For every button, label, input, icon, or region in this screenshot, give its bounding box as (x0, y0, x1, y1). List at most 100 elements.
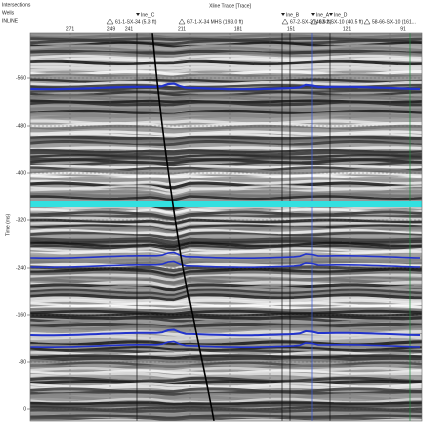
y-tick-label: -160 (16, 312, 26, 318)
x-tick-label: 121 (343, 26, 352, 32)
reflector (30, 394, 422, 402)
x-tick-label: 249 (107, 26, 116, 32)
well-icon (178, 18, 186, 25)
reflector (30, 94, 422, 99)
x-tick-label: 151 (287, 26, 296, 32)
reflector (30, 319, 422, 327)
reflector (30, 403, 422, 408)
reflector (30, 138, 422, 143)
reflector (30, 213, 422, 221)
reflector (30, 140, 422, 147)
seismic-section (30, 33, 422, 421)
reflector (30, 148, 422, 154)
reflector (30, 132, 422, 139)
reflector (30, 124, 422, 132)
reflector (30, 348, 422, 355)
y-tick-label: -320 (16, 217, 26, 223)
reflector (30, 51, 422, 59)
reflector (30, 228, 422, 237)
horizon (30, 328, 421, 337)
reflector (30, 307, 422, 312)
reflector (30, 382, 422, 388)
reflector (30, 296, 422, 304)
well-path (151, 33, 215, 421)
reflector (30, 411, 422, 417)
reflector (30, 78, 422, 84)
reflector (30, 376, 422, 383)
y-tick-label: -560 (16, 75, 26, 81)
horizon (30, 260, 421, 268)
reflector (30, 314, 422, 320)
reflector (30, 218, 422, 226)
well-label: 67-2-SX-3 (40.9 ft) (290, 19, 332, 25)
reflector (30, 312, 422, 317)
reflector (30, 103, 422, 111)
reflector (30, 401, 422, 406)
reflector (30, 99, 422, 104)
y-tick-label: -400 (16, 170, 26, 176)
reflector (30, 171, 422, 178)
reflector (30, 418, 422, 421)
x-tick-label: 211 (178, 26, 186, 32)
reflector (30, 237, 422, 244)
reflector (30, 304, 422, 311)
reflector (30, 241, 422, 249)
reflector (30, 216, 422, 224)
x-tick-label: 241 (125, 26, 134, 32)
well-label: 61-1-SX-34 (5.3 ft) (115, 19, 157, 25)
reflector (30, 366, 422, 373)
reflector (30, 67, 422, 74)
reflector (30, 130, 422, 137)
reflector (30, 59, 422, 66)
reflector (30, 250, 422, 258)
y-tick-label: -480 (16, 123, 26, 129)
header-item: Wells (2, 10, 15, 16)
marker-label: Ine_A (316, 12, 330, 18)
reflector (30, 146, 422, 152)
axis-title: Xline Trace [Trace] (209, 3, 251, 9)
frame (29, 32, 423, 422)
horizon-highlight (30, 201, 422, 207)
well-icon (106, 18, 114, 25)
horizon (30, 82, 421, 91)
reflector (30, 109, 422, 115)
reflector (30, 168, 422, 176)
reflector (30, 335, 422, 343)
reflector (30, 54, 422, 61)
reflector (30, 380, 422, 386)
marker-icon (281, 13, 285, 16)
reflector (30, 176, 422, 184)
reflector (30, 57, 422, 64)
reflector (30, 44, 422, 51)
x-tick-label: 91 (400, 26, 406, 32)
marker-icon (329, 13, 333, 16)
reflector (30, 221, 422, 229)
reflector (30, 393, 422, 399)
well-label: 67-1-X-34 MHS (193.0 ft) (187, 19, 243, 25)
reflector (30, 356, 422, 363)
reflector (30, 267, 422, 278)
y-tick-label: -240 (16, 265, 26, 271)
reflector (30, 80, 422, 87)
reflector (30, 181, 422, 190)
y-tick-label: 0 (23, 406, 26, 412)
marker-icon (311, 13, 315, 16)
reflector (30, 96, 422, 102)
reflector (30, 323, 422, 329)
reflector (30, 33, 422, 40)
marker-label: Ine_B (286, 12, 300, 18)
reflector (30, 283, 422, 292)
marker-label: Ine_D (334, 12, 348, 18)
reflector (30, 224, 422, 233)
reflector (30, 114, 422, 122)
well-icon (363, 18, 371, 25)
reflector (30, 195, 422, 202)
reflector (30, 135, 422, 141)
header-item: INLINE (2, 18, 19, 24)
reflector (30, 46, 422, 54)
header-item: Intersections (2, 2, 31, 8)
well-icon (281, 18, 289, 25)
reflector (30, 298, 422, 305)
y-axis-title: Time (ms) (5, 214, 11, 237)
